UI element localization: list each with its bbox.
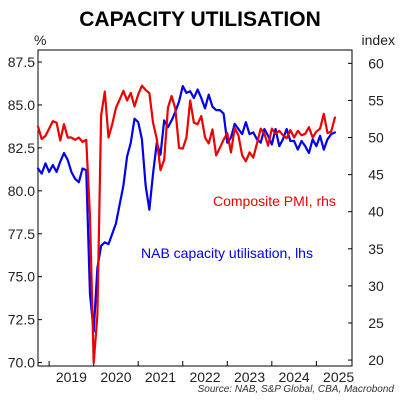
left-tick-label: 80.0 xyxy=(8,183,35,199)
left-tick-label: 87.5 xyxy=(8,54,35,70)
right-tick-label: 30 xyxy=(368,278,384,294)
series-layer xyxy=(36,84,337,365)
right-tick-label: 60 xyxy=(368,55,384,71)
chart-title: CAPACITY UTILISATION xyxy=(79,8,321,31)
left-tick-label: 75.0 xyxy=(8,269,35,285)
left-axis: 87.5 85.0 82.5 80.0 77.5 75.0 72.5 70.0 xyxy=(8,54,42,371)
left-axis-unit: % xyxy=(34,32,46,48)
nab-capacity-label: NAB capacity utilisation, lhs xyxy=(141,245,313,261)
right-tick-label: 20 xyxy=(368,352,384,368)
left-tick-label: 70.0 xyxy=(8,355,35,371)
x-axis: 2019 2020 2021 2022 2023 2024 2025 xyxy=(48,361,354,385)
chart-source: Source: NAB, S&P Global, CBA, Macrobond xyxy=(198,384,395,395)
right-tick-label: 25 xyxy=(368,315,384,331)
composite-pmi-line xyxy=(36,84,337,365)
left-tick-label: 85.0 xyxy=(8,97,35,113)
right-tick-label: 45 xyxy=(368,167,384,183)
left-tick-label: 82.5 xyxy=(8,140,35,156)
right-tick-label: 40 xyxy=(368,204,384,220)
x-tick-label: 2025 xyxy=(323,369,354,385)
left-tick-label: 77.5 xyxy=(8,226,35,242)
x-tick-label: 2024 xyxy=(279,369,310,385)
nab-capacity-utilisation-line xyxy=(36,84,337,333)
x-tick-label: 2023 xyxy=(234,369,265,385)
right-tick-label: 35 xyxy=(368,241,384,257)
right-axis-unit: index xyxy=(362,32,395,48)
x-tick-label: 2019 xyxy=(56,369,87,385)
right-tick-label: 50 xyxy=(368,130,384,146)
composite-pmi-label: Composite PMI, rhs xyxy=(213,193,336,209)
x-tick-label: 2021 xyxy=(145,369,176,385)
x-tick-label: 2022 xyxy=(189,369,220,385)
right-axis: 60 55 50 45 40 35 30 25 20 xyxy=(348,55,384,368)
left-tick-label: 72.5 xyxy=(8,312,35,328)
plot-area-frame xyxy=(37,49,353,367)
right-tick-label: 55 xyxy=(368,92,384,108)
x-tick-label: 2020 xyxy=(100,369,131,385)
